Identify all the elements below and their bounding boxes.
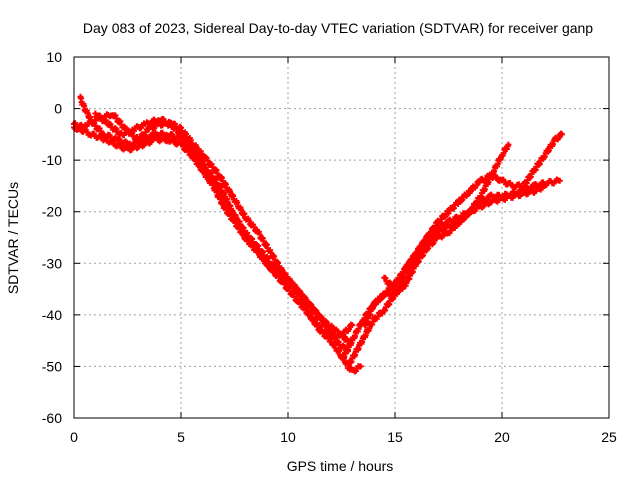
- data-point: [173, 126, 180, 133]
- data-point: [473, 182, 480, 189]
- data-point: [467, 188, 474, 195]
- y-tick-label: -60: [42, 410, 62, 426]
- data-point: [476, 179, 483, 186]
- data-point: [555, 134, 562, 141]
- ticks: [73, 56, 610, 419]
- y-axis-label: SDTVAR / TECUs: [5, 182, 21, 294]
- data-point: [447, 227, 454, 234]
- data-point: [287, 280, 294, 287]
- data-point: [469, 208, 476, 215]
- data-point: [292, 283, 299, 290]
- series-trace-8: [381, 130, 565, 293]
- data-point: [450, 205, 457, 212]
- data-layer: [71, 93, 565, 375]
- y-tick-label: 0: [54, 101, 62, 117]
- y-tick-label: -10: [42, 152, 62, 168]
- x-axis-label: GPS time / hours: [287, 458, 394, 474]
- x-tick-label: 20: [494, 429, 510, 445]
- data-point: [505, 141, 512, 148]
- data-point: [430, 239, 437, 246]
- data-point: [334, 328, 341, 335]
- chart-title: Day 083 of 2023, Sidereal Day-to-day VTE…: [83, 20, 593, 36]
- y-tick-label: -20: [42, 204, 62, 220]
- data-point: [459, 196, 466, 203]
- data-point: [455, 200, 462, 207]
- data-point: [558, 131, 565, 138]
- data-point: [168, 120, 175, 127]
- data-point: [113, 126, 120, 133]
- data-point: [387, 280, 394, 287]
- data-point: [335, 339, 342, 346]
- x-tick-label: 25: [601, 429, 617, 445]
- y-tick-label: -30: [42, 255, 62, 271]
- data-point: [425, 245, 432, 252]
- x-tick-label: 15: [387, 429, 403, 445]
- x-tick-label: 0: [70, 429, 78, 445]
- data-point: [378, 295, 385, 302]
- series-trace-7: [362, 176, 563, 329]
- x-tick-label: 5: [177, 429, 185, 445]
- series-trace-4: [92, 110, 351, 344]
- grid: [74, 57, 609, 418]
- data-point: [345, 326, 352, 333]
- data-point: [349, 322, 356, 329]
- data-point: [340, 333, 347, 340]
- data-point: [357, 363, 364, 370]
- data-point: [474, 202, 481, 209]
- y-tick-label: -50: [42, 358, 62, 374]
- tick-labels: 0 5 10 15 20 25 10 0 -10 -20 -30 -40 -50 -60: [42, 49, 617, 445]
- plot-frame: [73, 56, 610, 419]
- data-point: [556, 177, 563, 184]
- x-tick-label: 10: [280, 429, 296, 445]
- data-point: [281, 275, 288, 282]
- y-tick-label: -40: [42, 307, 62, 323]
- y-tick-label: 10: [46, 49, 62, 65]
- data-point: [323, 319, 330, 326]
